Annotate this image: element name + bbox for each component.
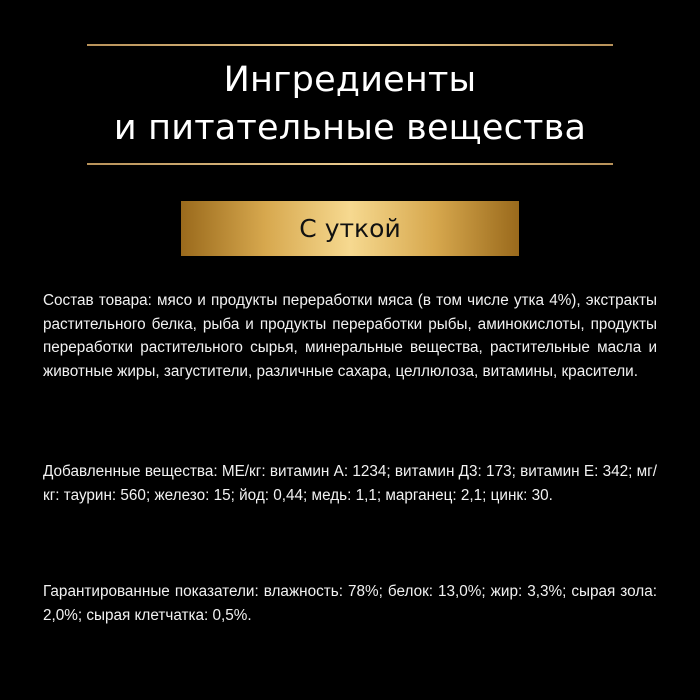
additives-text: Добавленные вещества: МЕ/кг: витамин А: … bbox=[43, 463, 657, 504]
top-gold-divider bbox=[87, 44, 613, 46]
title-line-2: и питательные вещества bbox=[113, 108, 587, 148]
bottom-gold-divider bbox=[87, 163, 613, 165]
title-line-1: Ингредиенты bbox=[223, 60, 477, 100]
guaranteed-analysis-text: Гарантированные показатели: влажность: 7… bbox=[43, 583, 657, 624]
variant-badge: С уткой bbox=[181, 201, 519, 256]
page-title: Ингредиенты и питательные вещества bbox=[0, 56, 700, 152]
composition-text: Состав товара: мясо и продукты переработ… bbox=[43, 292, 657, 380]
